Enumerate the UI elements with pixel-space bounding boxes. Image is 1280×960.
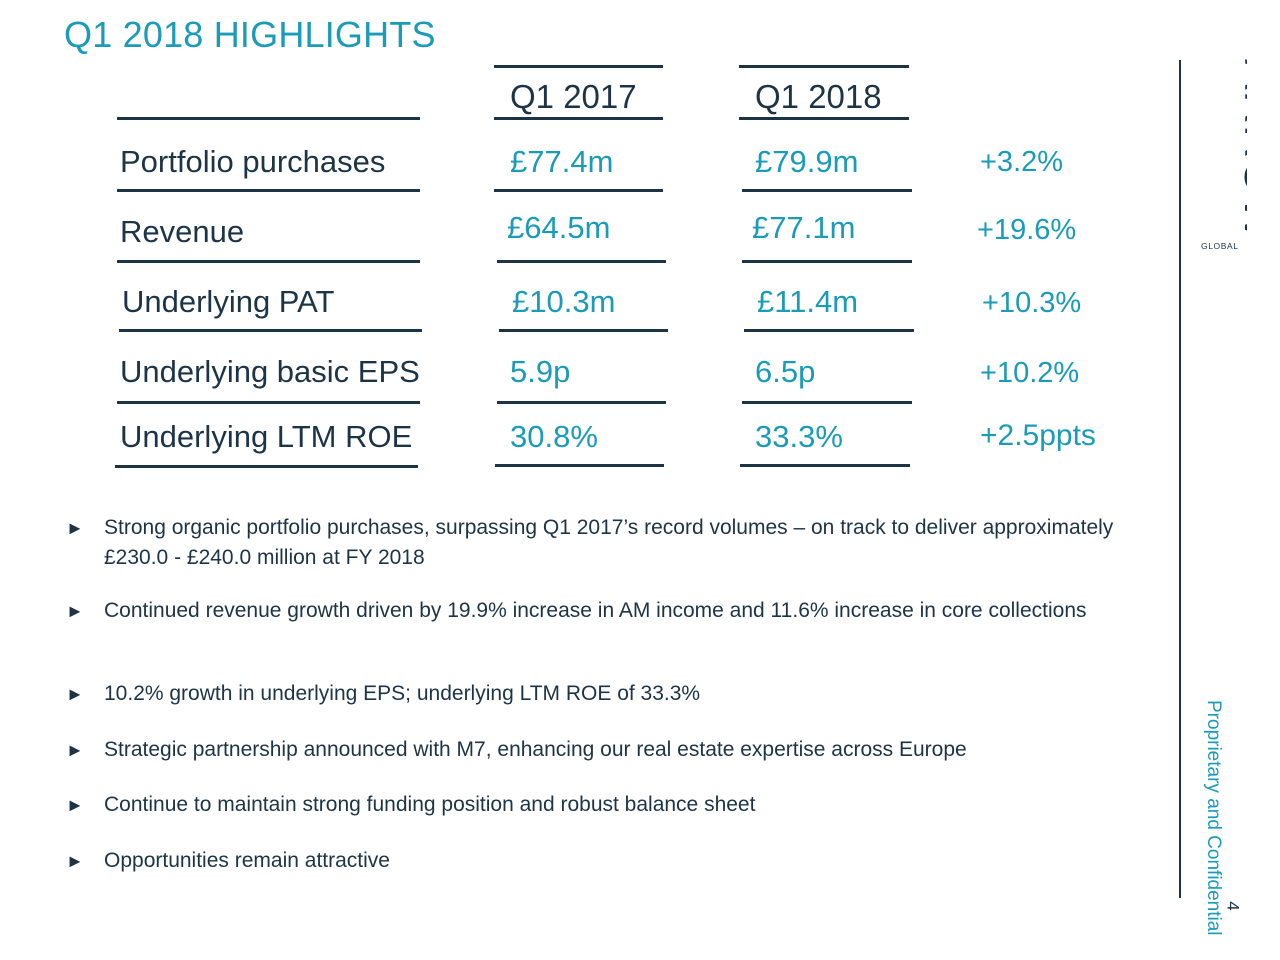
row-rule: [115, 465, 418, 468]
row-rule: [739, 117, 909, 120]
row-rule: [497, 401, 666, 404]
header-rule-q1-2017: [494, 65, 663, 68]
value-q1-2017: £77.4m: [510, 144, 614, 179]
row-rule: [740, 464, 910, 467]
value-q1-2017: £10.3m: [512, 284, 616, 319]
row-rule: [744, 329, 914, 332]
side-divider: [1179, 60, 1181, 898]
metric-label: Underlying basic EPS: [120, 354, 420, 389]
header-rule-q1-2018: [739, 65, 909, 68]
row-rule: [494, 189, 663, 192]
bullet-item: ► Continued revenue growth driven by 19.…: [66, 596, 1116, 626]
page-number: 4: [1223, 901, 1243, 911]
bullet-item: ► 10.2% growth in underlying EPS; underl…: [66, 679, 1116, 709]
bullet-item: ► Strong organic portfolio purchases, su…: [66, 513, 1116, 573]
row-rule: [499, 329, 668, 332]
value-q1-2018: £79.9m: [755, 144, 859, 179]
bullet-item: ► Strategic partnership announced with M…: [66, 735, 1116, 765]
value-q1-2017: 30.8%: [510, 419, 598, 454]
row-rule: [742, 189, 912, 192]
bullet-item: ► Opportunities remain attractive: [66, 846, 1116, 876]
metric-label: Underlying PAT: [122, 284, 335, 319]
value-q1-2017: £64.5m: [507, 210, 611, 245]
bullet-text: 10.2% growth in underlying EPS; underlyi…: [104, 682, 701, 705]
metric-label: Portfolio purchases: [120, 144, 386, 179]
bullet-item: ► Continue to maintain strong funding po…: [66, 790, 1116, 820]
row-rule: [117, 189, 420, 192]
row-rule: [495, 464, 664, 467]
bullet-arrow-icon: ►: [66, 795, 84, 815]
value-change: +10.2%: [980, 357, 1080, 389]
bullet-arrow-icon: ►: [66, 518, 84, 538]
value-change: +19.6%: [977, 214, 1077, 246]
value-change: +10.3%: [982, 287, 1082, 319]
logo-wordmark: ARROW: [1235, 59, 1247, 240]
row-rule: [117, 260, 420, 263]
metric-label: Revenue: [120, 214, 245, 249]
confidential-label: Proprietary and Confidential: [1203, 700, 1224, 936]
bullet-arrow-icon: ►: [66, 601, 84, 621]
row-rule: [117, 117, 420, 120]
bullet-text: Opportunities remain attractive: [104, 849, 390, 872]
bullet-text: Continued revenue growth driven by 19.9%…: [104, 599, 1087, 622]
row-rule: [494, 117, 663, 120]
row-rule: [119, 329, 422, 332]
slide-title: Q1 2018 HIGHLIGHTS: [64, 14, 436, 55]
logo-subtitle: GLOBAL: [1201, 241, 1239, 251]
row-rule: [742, 260, 912, 263]
column-header-q1-2018: Q1 2018: [755, 78, 882, 115]
bullet-text: Strategic partnership announced with M7,…: [104, 738, 967, 761]
value-q1-2018: £77.1m: [752, 210, 856, 245]
bullet-text: Continue to maintain strong funding posi…: [104, 793, 756, 816]
value-q1-2017: 5.9p: [510, 354, 571, 389]
bullet-arrow-icon: ►: [66, 851, 84, 871]
column-header-q1-2017: Q1 2017: [510, 78, 637, 115]
value-q1-2018: £11.4m: [757, 284, 859, 319]
row-rule: [497, 260, 666, 263]
row-rule: [117, 401, 420, 404]
metric-label: Underlying LTM ROE: [120, 419, 413, 454]
bullet-arrow-icon: ►: [66, 740, 84, 760]
bullet-text: Strong organic portfolio purchases, surp…: [104, 516, 1114, 569]
value-change: +3.2%: [980, 146, 1064, 178]
arrow-global-logo: ARROW GLOBAL: [1201, 59, 1247, 251]
row-rule: [742, 401, 912, 404]
value-change: +2.5ppts: [980, 419, 1096, 452]
bullet-arrow-icon: ►: [66, 684, 84, 704]
value-q1-2018: 6.5p: [755, 354, 816, 389]
value-q1-2018: 33.3%: [755, 419, 843, 454]
